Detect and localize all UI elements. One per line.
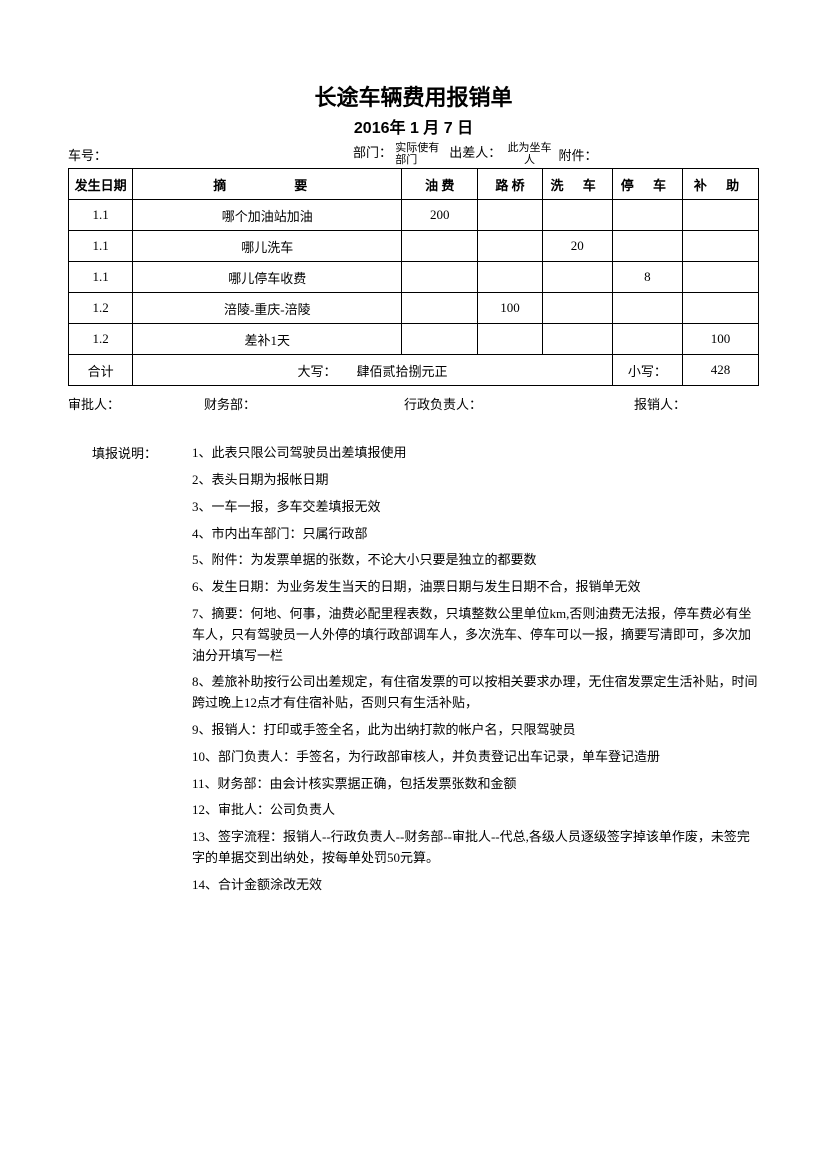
cell-wash [542, 262, 612, 293]
expense-table: 发生日期 摘 要 油 费 路 桥 洗 车 停 车 补 助 1.1哪个加油站加油2… [68, 168, 759, 386]
col-wash: 洗 车 [542, 169, 612, 200]
sign-finance: 财务部： [204, 394, 404, 413]
cell-park [612, 231, 682, 262]
cell-wash [542, 200, 612, 231]
sign-admin: 行政负责人： [404, 394, 634, 413]
table-row: 1.2涪陵-重庆-涪陵 100 [69, 293, 759, 324]
col-fuel: 油 费 [402, 169, 478, 200]
cell-toll: 100 [478, 293, 542, 324]
cell-sub [682, 293, 758, 324]
table-row: 1.2差补1天 100 [69, 324, 759, 355]
instructions-label: 填报说明： [68, 443, 192, 901]
cell-park: 8 [612, 262, 682, 293]
instruction-item: 6、发生日期：为业务发生当天的日期，油票日期与发生日期不合，报销单无效 [192, 577, 759, 598]
attachment-label: 附件： [559, 145, 598, 164]
col-date: 发生日期 [69, 169, 133, 200]
instruction-item: 13、签字流程：报销人--行政负责人--财务部--审批人--代总,各级人员逐级签… [192, 827, 759, 869]
total-heji: 合计 [69, 355, 133, 386]
total-xiaoxie-value: 428 [682, 355, 758, 386]
dept-value: 实际使有部门 [395, 142, 445, 166]
trip-label: 出差人： [449, 145, 501, 160]
sign-reimburser: 报销人： [634, 394, 686, 413]
cell-wash [542, 324, 612, 355]
col-toll: 路 桥 [478, 169, 542, 200]
signature-row: 审批人： 财务部： 行政负责人： 报销人： [68, 394, 759, 413]
trip-value: 此为坐车人 [505, 142, 555, 166]
table-row: 1.1哪儿停车收费 8 [69, 262, 759, 293]
page-title: 长途车辆费用报销单 [68, 80, 759, 112]
cell-desc: 差补1天 [133, 324, 402, 355]
cell-toll [478, 324, 542, 355]
cell-date: 1.1 [69, 262, 133, 293]
cell-date: 1.1 [69, 200, 133, 231]
cell-desc: 涪陵-重庆-涪陵 [133, 293, 402, 324]
col-sub: 补 助 [682, 169, 758, 200]
instruction-item: 4、市内出车部门：只属行政部 [192, 524, 759, 545]
total-row: 合计 大写：肆佰贰拾捌元正 小写： 428 [69, 355, 759, 386]
cell-sub: 100 [682, 324, 758, 355]
instruction-item: 12、审批人：公司负责人 [192, 800, 759, 821]
cell-toll [478, 262, 542, 293]
cell-desc: 哪儿停车收费 [133, 262, 402, 293]
instruction-item: 8、差旅补助按行公司出差规定，有住宿发票的可以按相关要求办理，无住宿发票定生活补… [192, 672, 759, 714]
cell-sub [682, 231, 758, 262]
cell-desc: 哪儿洗车 [133, 231, 402, 262]
cell-desc: 哪个加油站加油 [133, 200, 402, 231]
instructions-section: 填报说明： 1、此表只限公司驾驶员出差填报使用 2、表头日期为报帐日期 3、一车一报… [68, 443, 759, 901]
cell-toll [478, 231, 542, 262]
cell-fuel [402, 293, 478, 324]
cell-fuel [402, 231, 478, 262]
instruction-item: 10、部门负责人：手签名，为行政部审核人，并负责登记出车记录，单车登记造册 [192, 747, 759, 768]
table-row: 1.1哪儿洗车 20 [69, 231, 759, 262]
total-daxie: 大写：肆佰贰拾捌元正 [133, 355, 612, 386]
cell-sub [682, 262, 758, 293]
table-header-row: 发生日期 摘 要 油 费 路 桥 洗 车 停 车 补 助 [69, 169, 759, 200]
total-xiaoxie-label: 小写： [612, 355, 682, 386]
cell-wash [542, 293, 612, 324]
cell-toll [478, 200, 542, 231]
dept-label: 部门： [353, 142, 392, 161]
cell-park [612, 293, 682, 324]
cell-fuel: 200 [402, 200, 478, 231]
cell-park [612, 200, 682, 231]
table-row: 1.1哪个加油站加油200 [69, 200, 759, 231]
col-desc: 摘 要 [133, 169, 402, 200]
cell-wash: 20 [542, 231, 612, 262]
instruction-item: 3、一车一报，多车交差填报无效 [192, 497, 759, 518]
cell-park [612, 324, 682, 355]
cell-sub [682, 200, 758, 231]
col-park: 停 车 [612, 169, 682, 200]
instruction-item: 9、报销人：打印或手签全名，此为出纳打款的帐户名，只限驾驶员 [192, 720, 759, 741]
instruction-item: 1、此表只限公司驾驶员出差填报使用 [192, 443, 759, 464]
report-date: 2016年 1 月 7 日 [68, 114, 759, 138]
cell-fuel [402, 324, 478, 355]
header-row: 车号： 部门： 实际使有部门 出差人： 此为坐车人 附件： [68, 142, 759, 166]
document-page: 长途车辆费用报销单 2016年 1 月 7 日 车号： 部门： 实际使有部门 出… [0, 0, 827, 942]
instruction-item: 11、财务部：由会计核实票据正确，包括发票张数和金额 [192, 774, 759, 795]
instruction-item: 2、表头日期为报帐日期 [192, 470, 759, 491]
cell-fuel [402, 262, 478, 293]
instructions-body: 1、此表只限公司驾驶员出差填报使用 2、表头日期为报帐日期 3、一车一报，多车交差填… [192, 443, 759, 901]
car-label: 车号： [68, 148, 107, 163]
cell-date: 1.2 [69, 293, 133, 324]
cell-date: 1.1 [69, 231, 133, 262]
instruction-item: 7、摘要：何地、何事，油费必配里程表数，只填整数公里单位km,否则油费无法报，停… [192, 604, 759, 666]
instruction-item: 5、附件：为发票单据的张数，不论大小只要是独立的都要数 [192, 550, 759, 571]
sign-approver: 审批人： [68, 394, 204, 413]
cell-date: 1.2 [69, 324, 133, 355]
instruction-item: 14、合计金额涂改无效 [192, 875, 759, 896]
